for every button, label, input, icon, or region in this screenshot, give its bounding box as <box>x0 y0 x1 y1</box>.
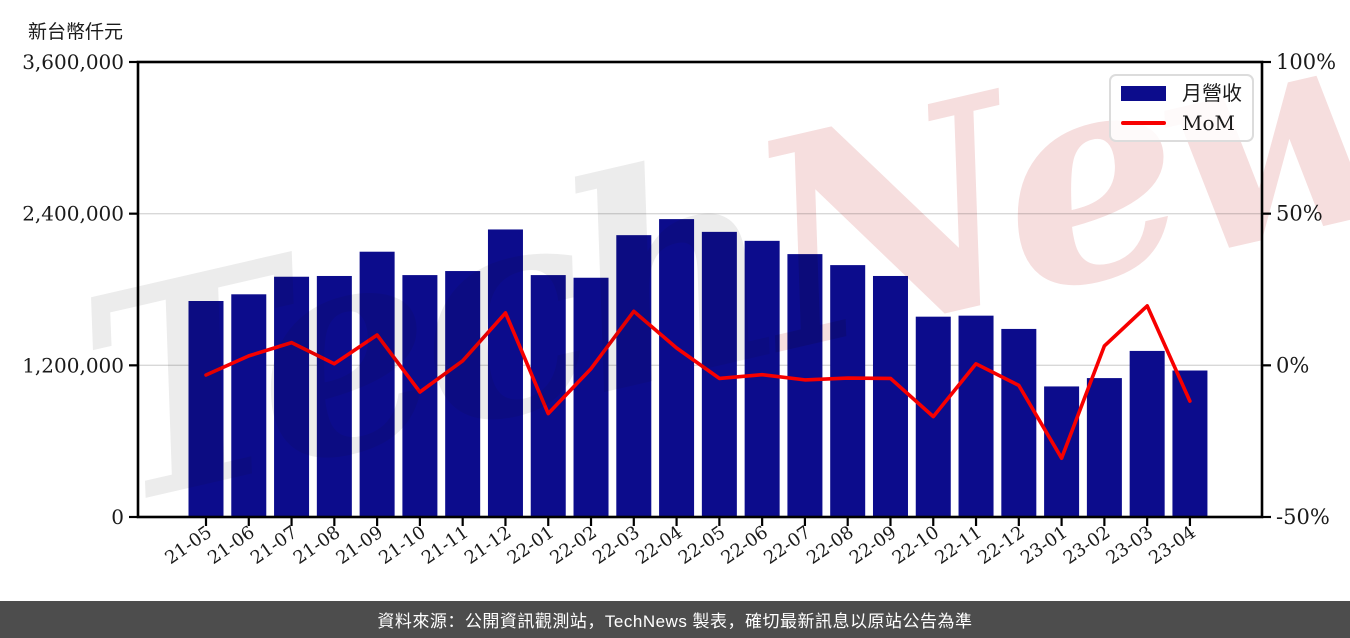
x-tick-label-22-10: 22-10 <box>889 522 944 569</box>
bar-21-07 <box>274 276 310 517</box>
x-tick-label-22-07: 22-07 <box>760 522 815 569</box>
left-tick-label: 1,200,000 <box>22 353 124 377</box>
bar-22-02 <box>573 277 609 517</box>
x-tick-label-22-08: 22-08 <box>803 522 858 569</box>
revenue-bar-swatch <box>1121 85 1166 101</box>
bar-22-09 <box>872 275 908 517</box>
revenue-mom-chart: TechNews 01,200,0002,400,0003,600,000-50… <box>22 0 1350 571</box>
x-tick-label-21-12: 21-12 <box>461 522 516 569</box>
bar-21-12 <box>487 229 523 517</box>
left-tick-label: 0 <box>111 505 124 529</box>
x-tick-label-23-02: 23-02 <box>1060 522 1115 569</box>
x-tick-label-22-11: 22-11 <box>931 522 986 569</box>
bar-23-01 <box>1044 386 1080 517</box>
x-tick-label-22-03: 22-03 <box>589 522 644 569</box>
x-tick-label-21-11: 21-11 <box>418 522 473 569</box>
legend-label-revenue: 月營收 <box>1182 81 1242 105</box>
legend-item-mom: MoM <box>1111 111 1252 135</box>
bar-21-09 <box>359 251 395 517</box>
source-footer: 資料來源：公開資訊觀測站，TechNews 製表，確切最新訊息以原站公告為準 <box>0 601 1350 638</box>
x-tick-label-23-04: 23-04 <box>1145 522 1200 569</box>
legend-label-mom: MoM <box>1182 111 1235 135</box>
x-tick-label-22-02: 22-02 <box>546 522 601 569</box>
x-tick-label-23-03: 23-03 <box>1102 522 1157 569</box>
mom-line <box>204 304 1192 461</box>
x-tick-label-22-12: 22-12 <box>974 522 1029 569</box>
bar-21-05 <box>188 301 224 517</box>
source-footer-text: 資料來源：公開資訊觀測站，TechNews 製表，確切最新訊息以原站公告為準 <box>377 612 973 631</box>
legend: 月營收 MoM <box>1109 74 1254 142</box>
bar-22-11 <box>958 315 994 517</box>
bar-22-05 <box>701 231 737 517</box>
mom-line-swatch <box>1121 120 1166 126</box>
right-tick-label: 50% <box>1276 202 1323 226</box>
bar-21-11 <box>445 271 481 517</box>
plot-border <box>136 60 1264 519</box>
x-tick-label-22-09: 22-09 <box>846 522 901 569</box>
left-axis-unit-label: 新台幣仟元 <box>28 21 123 43</box>
bar-21-06 <box>231 294 267 517</box>
bar-22-08 <box>830 265 866 517</box>
bar-22-12 <box>1001 328 1037 517</box>
x-tick-label-23-01: 23-01 <box>1017 522 1072 569</box>
x-tick-label-21-09: 21-09 <box>332 522 387 569</box>
right-tick-label: 100% <box>1276 50 1336 74</box>
bar-22-03 <box>616 235 652 517</box>
bar-23-03 <box>1129 350 1165 517</box>
x-tick-label-22-06: 22-06 <box>717 522 772 569</box>
x-tick-label-22-05: 22-05 <box>675 522 730 569</box>
left-tick-label: 2,400,000 <box>22 202 124 226</box>
left-tick-label: 3,600,000 <box>22 50 124 74</box>
bar-23-02 <box>1086 378 1122 517</box>
bar-23-04 <box>1172 370 1208 517</box>
x-tick-label-22-04: 22-04 <box>632 522 687 569</box>
right-tick-label: -50% <box>1276 505 1330 529</box>
bar-22-04 <box>659 219 695 518</box>
bar-21-10 <box>402 275 438 517</box>
bar-21-08 <box>316 275 352 517</box>
chart-area: TechNews 0 1,200,000 2,400,000 3,600,000 -50… <box>22 0 1350 571</box>
bar-22-06 <box>744 240 780 517</box>
x-tick-label-22-01: 22-01 <box>504 522 559 569</box>
bar-22-01 <box>530 275 566 517</box>
right-tick-label: 0% <box>1276 353 1309 377</box>
bar-22-07 <box>787 254 823 517</box>
x-tick-label-21-10: 21-10 <box>375 522 430 569</box>
legend-item-revenue: 月營收 <box>1111 81 1252 105</box>
